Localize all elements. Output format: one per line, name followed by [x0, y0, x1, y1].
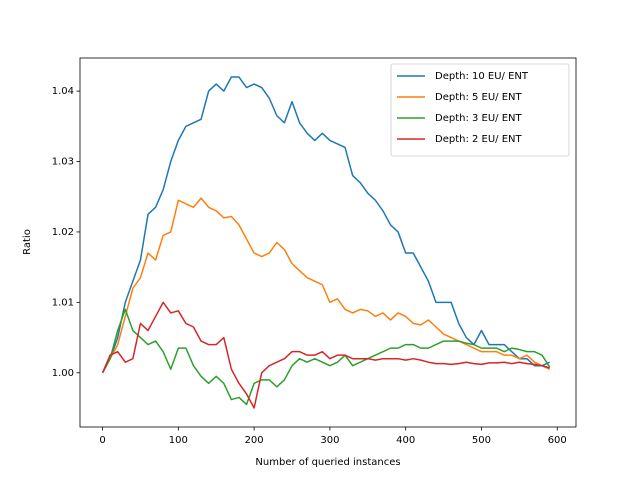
axes-frame	[79, 57, 577, 428]
x-tick-label: 0	[99, 435, 105, 446]
x-tick-label: 400	[396, 435, 415, 446]
x-tick-label: 600	[548, 435, 567, 446]
series-line	[101, 301, 550, 409]
y-tick-label: 1.04	[52, 86, 74, 97]
legend-label: Depth: 5 EU/ ENT	[435, 92, 523, 103]
x-axis-label: Number of queried instances	[255, 457, 400, 468]
x-tick-label: 500	[472, 435, 491, 446]
series-line	[101, 197, 550, 374]
x-tick-label: 300	[320, 435, 339, 446]
legend-label: Depth: 3 EU/ ENT	[435, 113, 523, 124]
series-line	[101, 76, 550, 374]
y-axis-label: Ratio	[22, 229, 33, 255]
x-tick-label: 200	[245, 435, 264, 446]
y-tick-label: 1.01	[52, 297, 74, 308]
y-tick-label: 1.00	[52, 368, 74, 379]
legend-box	[390, 63, 570, 157]
x-tick-label: 100	[169, 435, 188, 446]
legend-label: Depth: 10 EU/ ENT	[435, 71, 529, 82]
legend-label: Depth: 2 EU/ ENT	[435, 134, 523, 145]
y-tick-label: 1.02	[52, 227, 74, 238]
y-tick-label: 1.03	[52, 157, 74, 168]
series-line	[101, 308, 551, 406]
